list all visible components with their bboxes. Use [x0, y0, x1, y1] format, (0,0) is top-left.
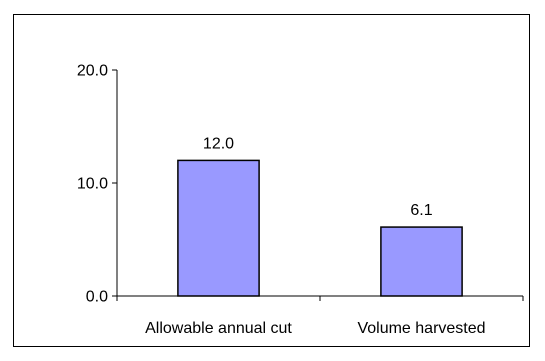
bar-value-label: 12.0 [203, 135, 234, 152]
category-label: Allowable annual cut [145, 320, 292, 337]
bar-0 [177, 159, 260, 297]
bars [177, 159, 463, 297]
y-tick-label: 10.0 [77, 176, 108, 193]
y-tick-label: 0.0 [86, 289, 108, 306]
category-labels: Allowable annual cut Volume harvested [145, 320, 485, 337]
y-tick-label: 20.0 [77, 63, 108, 80]
category-label: Volume harvested [357, 320, 485, 337]
bar-1 [380, 226, 463, 297]
y-ticks: 0.0 10.0 20.0 [77, 63, 117, 306]
x-ticks [116, 296, 524, 301]
value-labels: 12.0 6.1 [203, 135, 433, 219]
bar-value-label: 6.1 [410, 202, 432, 219]
